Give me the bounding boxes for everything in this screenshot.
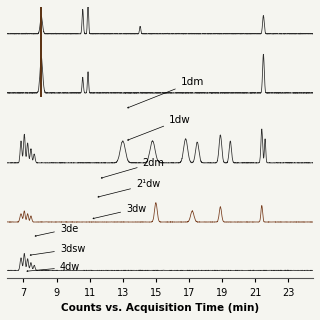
Text: 1dw: 1dw xyxy=(128,115,191,140)
X-axis label: Counts vs. Acquisition Time (min): Counts vs. Acquisition Time (min) xyxy=(61,303,259,313)
Text: 1dm: 1dm xyxy=(128,77,204,108)
Text: 3dsw: 3dsw xyxy=(30,244,85,256)
Text: 2dm: 2dm xyxy=(101,158,164,178)
Text: 3dw: 3dw xyxy=(93,204,146,219)
Text: 2¹dw: 2¹dw xyxy=(98,180,160,197)
Text: 4dw: 4dw xyxy=(27,262,80,272)
Text: 3de: 3de xyxy=(35,224,78,236)
